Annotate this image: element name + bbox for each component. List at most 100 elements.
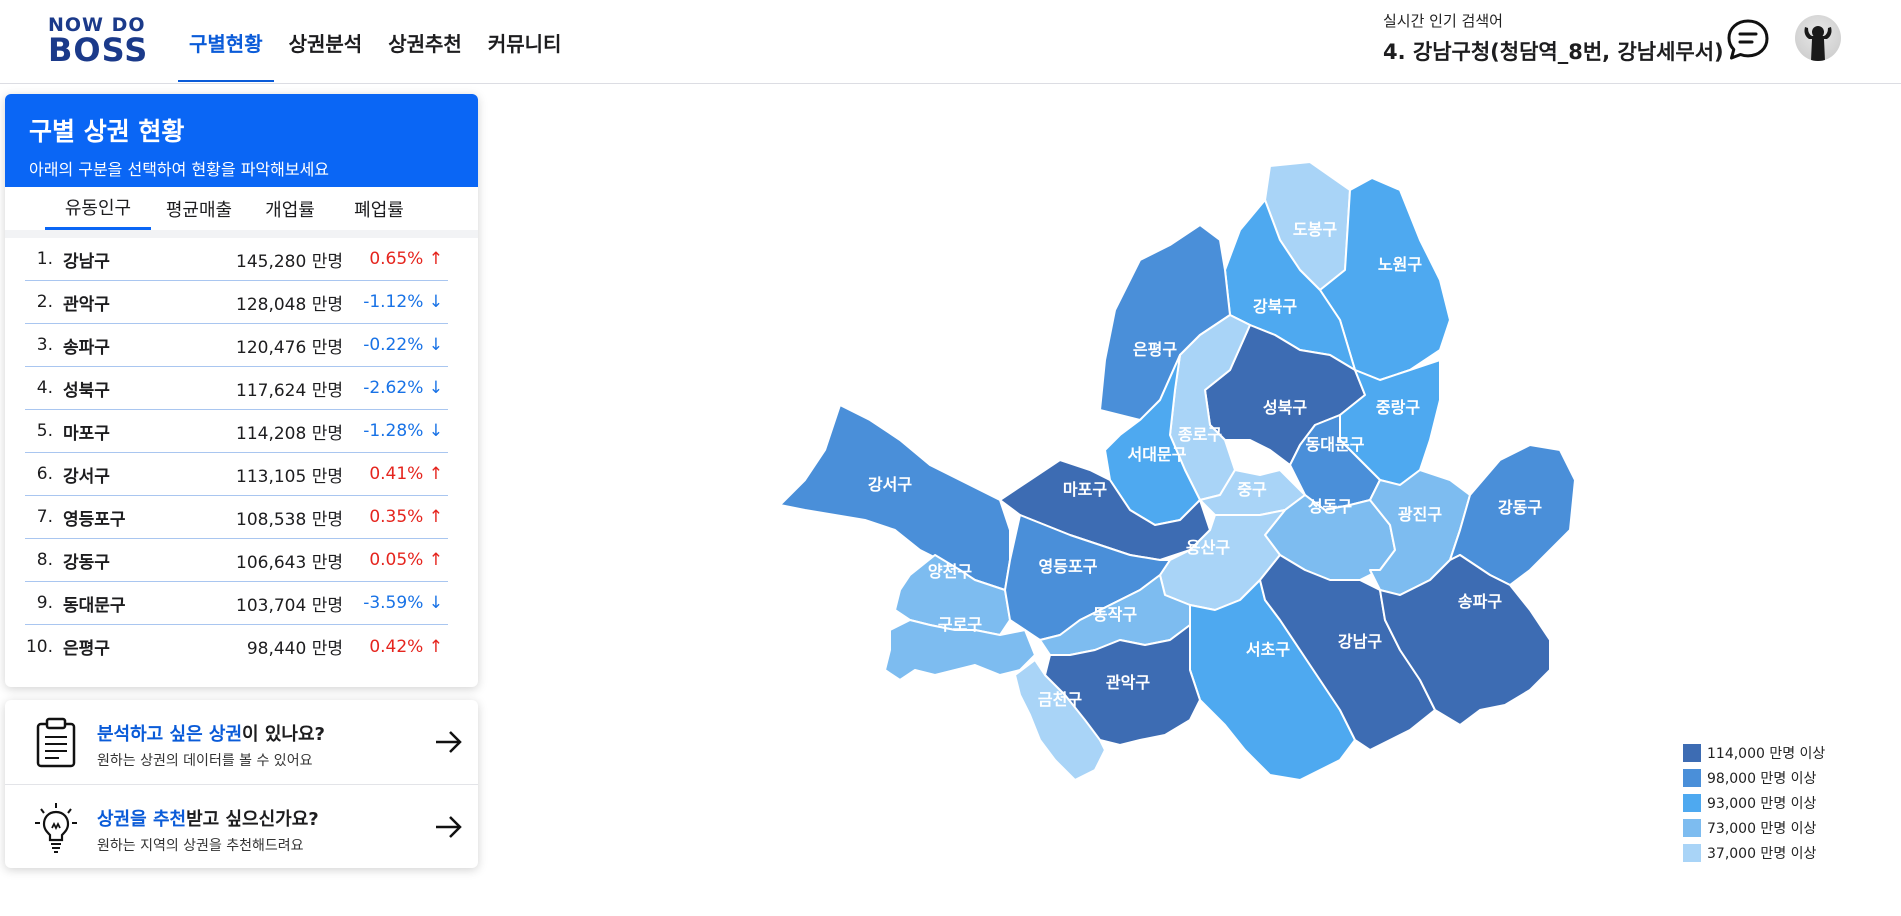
district-label: 중랑구 — [1376, 398, 1420, 417]
legend-label: 98,000 만명 이상 — [1707, 770, 1817, 787]
district-label: 광진구 — [1398, 505, 1442, 524]
analyze-area-card[interactable]: 분석하고 싶은 상권이 있나요? 원하는 상권의 데이터를 볼 수 있어요 — [5, 700, 478, 784]
logo[interactable]: NOW DO BOSS — [48, 14, 158, 69]
population-value: 114,208 만명 — [236, 423, 343, 444]
district-label: 종로구 — [1178, 425, 1222, 444]
tab-average-sales[interactable]: 평균매출 — [165, 199, 233, 221]
population-value: 113,105 만명 — [236, 466, 343, 487]
district-name: 영등포구 — [63, 509, 126, 530]
district-area[interactable] — [1379, 554, 1551, 726]
change-rate-value: 0.35% — [369, 507, 424, 527]
avatar[interactable] — [1795, 15, 1841, 61]
change-rate-value: -3.59% — [363, 593, 424, 613]
panel-header: 구별 상권 현황 아래의 구분을 선택하여 현황을 파악해보세요 — [5, 94, 478, 187]
district-name: 강동구 — [63, 552, 110, 573]
district-name: 동대문구 — [63, 595, 126, 616]
clipboard-icon — [33, 717, 79, 769]
main-nav: 구별현황 상권분석 상권추천 커뮤니티 — [176, 0, 574, 84]
district-label: 양천구 — [928, 562, 972, 581]
trending-label: 실시간 인기 검색어 — [1383, 12, 1503, 30]
legend-swatch — [1683, 818, 1701, 837]
change-rate: 0.05% ↑ — [343, 550, 443, 570]
ranking-row[interactable]: 4. 성북구 117,624 만명 -2.62% ↓ — [25, 367, 448, 410]
district-name: 관악구 — [63, 294, 110, 315]
change-rate: 0.42% ↑ — [343, 637, 443, 657]
ranking-row[interactable]: 3. 송파구 120,476 만명 -0.22% ↓ — [25, 324, 448, 367]
district-label: 영등포구 — [1039, 557, 1098, 576]
nav-area-recommend[interactable]: 상권추천 — [388, 31, 462, 56]
arrow-up-icon: ↑ — [423, 249, 443, 269]
legend-item: 73,000 만명 이상 — [1683, 815, 1825, 840]
tab-floating-population[interactable]: 유동인구 — [45, 187, 151, 230]
arrow-down-icon: ↓ — [423, 593, 443, 613]
chat-icon[interactable] — [1725, 17, 1771, 63]
analyze-card-title: 분석하고 싶은 상권이 있나요? — [97, 720, 325, 746]
change-rate: -1.28% ↓ — [343, 421, 443, 441]
change-rate-value: -1.12% — [363, 292, 424, 312]
ranking-row[interactable]: 8. 강동구 106,643 만명 0.05% ↑ — [25, 539, 448, 582]
rank-number: 5. — [36, 421, 53, 441]
legend-item: 98,000 만명 이상 — [1683, 765, 1825, 790]
district-label: 동작구 — [1093, 605, 1137, 624]
recommend-area-card[interactable]: 상권을 추천받고 싶으신가요? 원하는 지역의 상권을 추천해드려요 — [5, 784, 478, 868]
metric-tabs: 유동인구 평균매출 개업률 폐업률 — [5, 187, 478, 238]
recommend-card-desc: 원하는 지역의 상권을 추천해드려요 — [97, 838, 304, 854]
change-rate: 0.35% ↑ — [343, 507, 443, 527]
district-name: 강서구 — [63, 466, 110, 487]
rank-number: 2. — [36, 292, 53, 312]
top-header: NOW DO BOSS 구별현황 상권분석 상권추천 커뮤니티 실시간 인기 검… — [0, 0, 1901, 84]
tab-closing-rate[interactable]: 폐업률 — [354, 199, 404, 221]
district-label: 중구 — [1237, 480, 1267, 499]
rank-number: 7. — [36, 507, 53, 527]
arrow-right-icon[interactable] — [432, 811, 464, 843]
arrow-down-icon: ↓ — [423, 292, 443, 312]
trending-search[interactable]: 실시간 인기 검색어 4. 강남구청(청담역_8번, 강남세무서) — [1383, 10, 1724, 66]
nav-community[interactable]: 커뮤니티 — [487, 31, 562, 56]
nav-area-analysis[interactable]: 상권분석 — [288, 31, 363, 56]
district-label: 도봉구 — [1293, 220, 1337, 239]
population-value: 108,538 만명 — [236, 509, 343, 530]
district-label: 서초구 — [1246, 640, 1290, 659]
trending-value[interactable]: 4. 강남구청(청담역_8번, 강남세무서) — [1383, 40, 1724, 64]
ranking-row[interactable]: 5. 마포구 114,208 만명 -1.28% ↓ — [25, 410, 448, 453]
ranking-row[interactable]: 7. 영등포구 108,538 만명 0.35% ↑ — [25, 496, 448, 539]
ranking-row[interactable]: 1. 강남구 145,280 만명 0.65% ↑ — [25, 238, 448, 281]
arrow-up-icon: ↑ — [423, 636, 443, 657]
ranking-row[interactable]: 9. 동대문구 103,704 만명 -3.59% ↓ — [25, 582, 448, 625]
district-label: 강북구 — [1253, 297, 1297, 316]
district-label: 노원구 — [1378, 255, 1422, 274]
district-label: 마포구 — [1063, 480, 1107, 499]
change-rate-value: 0.41% — [369, 464, 424, 484]
logo-top-text: NOW DO — [48, 14, 146, 36]
district-area[interactable] — [779, 404, 1011, 591]
rank-number: 6. — [36, 464, 53, 484]
legend-swatch — [1683, 768, 1701, 787]
district-label: 강남구 — [1338, 632, 1382, 651]
tab-opening-rate[interactable]: 개업률 — [265, 199, 315, 221]
analyze-card-title-highlight: 분석하고 싶은 상권 — [97, 724, 243, 745]
map-legend: 114,000 만명 이상 98,000 만명 이상 93,000 만명 이상 73,… — [1683, 740, 1825, 865]
ranking-row[interactable]: 6. 강서구 113,105 만명 0.41% ↑ — [25, 453, 448, 496]
district-status-panel: 구별 상권 현황 아래의 구분을 선택하여 현황을 파악해보세요 유동인구 평균… — [5, 94, 478, 687]
arrow-down-icon: ↓ — [423, 335, 443, 355]
change-rate: -2.62% ↓ — [343, 378, 443, 398]
population-value: 117,624 만명 — [236, 380, 343, 401]
arrow-up-icon: ↑ — [423, 464, 443, 484]
population-value: 106,643 만명 — [236, 552, 343, 573]
district-area[interactable] — [1259, 554, 1436, 751]
district-area[interactable] — [884, 619, 1036, 681]
logo-bottom-text: BOSS — [48, 31, 149, 69]
district-label: 구로구 — [938, 615, 982, 634]
population-value: 145,280 만명 — [236, 251, 343, 272]
arrow-down-icon: ↓ — [423, 421, 443, 441]
rank-number: 1. — [36, 249, 53, 269]
recommend-card-title-rest: 받고 싶으신가요? — [186, 809, 319, 830]
legend-label: 37,000 만명 이상 — [1707, 845, 1817, 862]
arrow-right-icon[interactable] — [432, 726, 464, 758]
ranking-row[interactable]: 2. 관악구 128,048 만명 -1.12% ↓ — [25, 281, 448, 324]
nav-district-status[interactable]: 구별현황 — [176, 0, 276, 84]
district-name: 은평구 — [63, 639, 110, 659]
district-area[interactable] — [1044, 624, 1201, 746]
rank-number: 10. — [25, 636, 53, 657]
ranking-row[interactable]: 10. 은평구 98,440 만명 0.42% ↑ — [25, 625, 448, 668]
